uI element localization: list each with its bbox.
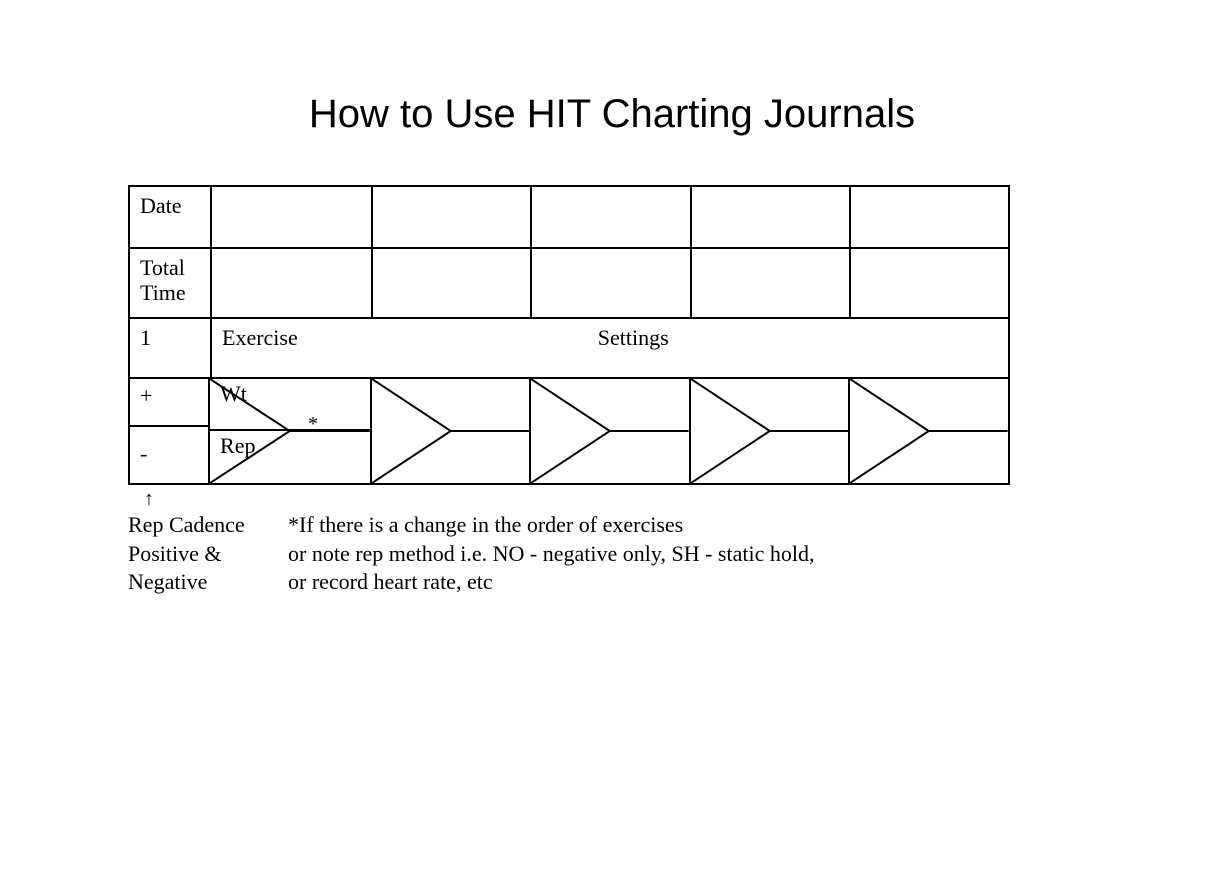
page-title: How to Use HIT Charting Journals (0, 92, 1224, 137)
footnote-left-line: Positive & (128, 540, 288, 569)
wedge-icon (531, 379, 689, 483)
date-label: Date (130, 187, 212, 247)
plus-label: + (130, 379, 208, 427)
time-cell (371, 249, 530, 317)
footnote-left-line: Negative (128, 568, 288, 597)
time-cell (530, 249, 689, 317)
wtrep-col-2 (370, 379, 530, 483)
date-cell (371, 187, 530, 247)
wtrep-col-4 (689, 379, 849, 483)
time-cell (849, 249, 1008, 317)
date-cell (212, 187, 371, 247)
wtrep-col-5 (848, 379, 1008, 483)
wedge-icon (372, 379, 530, 483)
row-date: Date (130, 187, 1008, 247)
settings-label: Settings (598, 325, 669, 351)
rep-label: Rep (210, 431, 370, 483)
exercise-settings-span: Exercise Settings (212, 319, 1008, 377)
time-cell (690, 249, 849, 317)
footnote-right-line: or record heart rate, etc (288, 568, 814, 597)
date-cell (690, 187, 849, 247)
footnotes: Rep Cadence Positive & Negative *If ther… (128, 511, 1224, 597)
wtrep-col-1: Wt Rep * (210, 379, 370, 483)
footnote-left: Rep Cadence Positive & Negative (128, 511, 288, 597)
wedge-icon (691, 379, 849, 483)
wedge-icon (850, 379, 1008, 483)
footnote-right: *If there is a change in the order of ex… (288, 511, 814, 597)
row-exercise: 1 Exercise Settings (130, 317, 1008, 377)
exercise-number: 1 (130, 319, 212, 377)
footnote-left-line: Rep Cadence (128, 511, 288, 540)
minus-label: - (130, 427, 208, 483)
charting-table: Date Total Time 1 Exercise Settings + - … (128, 185, 1010, 485)
wtrep-col-3 (529, 379, 689, 483)
footnote-right-line: *If there is a change in the order of ex… (288, 511, 814, 540)
plus-minus-column: + - (130, 379, 210, 483)
total-time-label: Total Time (130, 249, 212, 317)
date-cell (530, 187, 689, 247)
asterisk-note-marker: * (308, 413, 318, 436)
up-arrow-icon: ↑ (144, 489, 1224, 509)
wt-label: Wt (210, 379, 370, 431)
row-total-time: Total Time (130, 247, 1008, 317)
exercise-label: Exercise (222, 325, 298, 351)
date-cell (849, 187, 1008, 247)
row-wt-rep: + - Wt Rep * (130, 377, 1008, 483)
time-cell (212, 249, 371, 317)
footnote-right-line: or note rep method i.e. NO - negative on… (288, 540, 814, 569)
